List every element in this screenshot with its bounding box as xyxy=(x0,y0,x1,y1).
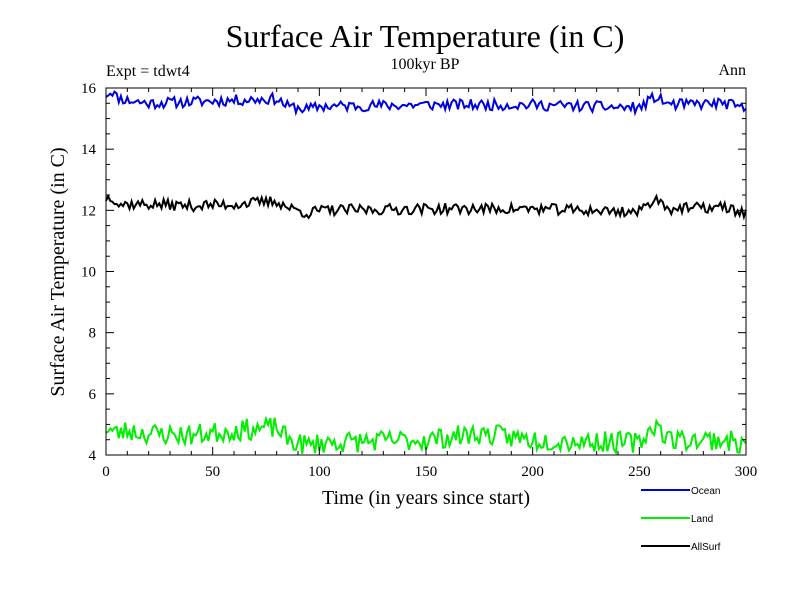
x-tick-label: 300 xyxy=(735,464,758,480)
y-tick-label: 6 xyxy=(89,387,97,403)
chart-title: Surface Air Temperature (in C) xyxy=(226,18,625,54)
x-tick-label: 50 xyxy=(205,464,220,480)
plot-frame xyxy=(105,87,747,456)
y-tick-label: 16 xyxy=(81,81,97,97)
x-axis-label: Time (in years since start) xyxy=(322,487,530,509)
y-tick-label: 10 xyxy=(81,265,96,281)
x-tick-label: 0 xyxy=(102,464,110,480)
y-tick-label: 4 xyxy=(89,448,97,464)
y-tick-label: 14 xyxy=(81,142,97,158)
y-axis-label: Surface Air Temperature (in C) xyxy=(47,147,69,396)
legend: Ocean Land AllSurf xyxy=(641,486,721,553)
series-line-allsurf xyxy=(105,193,747,221)
series-layer xyxy=(105,90,747,456)
x-tick-label: 150 xyxy=(415,464,438,480)
x-tick-label: 100 xyxy=(308,464,331,480)
series-line-ocean xyxy=(105,90,747,117)
y-tick-label: 8 xyxy=(89,326,97,342)
legend-label-land: Land xyxy=(691,514,713,525)
period-label: Ann xyxy=(718,62,746,79)
legend-label-ocean: Ocean xyxy=(691,486,720,497)
chart-subtitle: 100kyr BP xyxy=(391,56,460,73)
axis-layer: 0 50 100 150 200 250 300 4 6 8 10 12 14 16 xyxy=(81,81,757,480)
experiment-label: Expt = tdwt4 xyxy=(106,63,190,80)
x-tick-label: 250 xyxy=(628,464,651,480)
x-tick-label: 200 xyxy=(521,464,544,480)
legend-label-allsurf: AllSurf xyxy=(691,542,721,553)
y-tick-label: 12 xyxy=(81,203,96,219)
